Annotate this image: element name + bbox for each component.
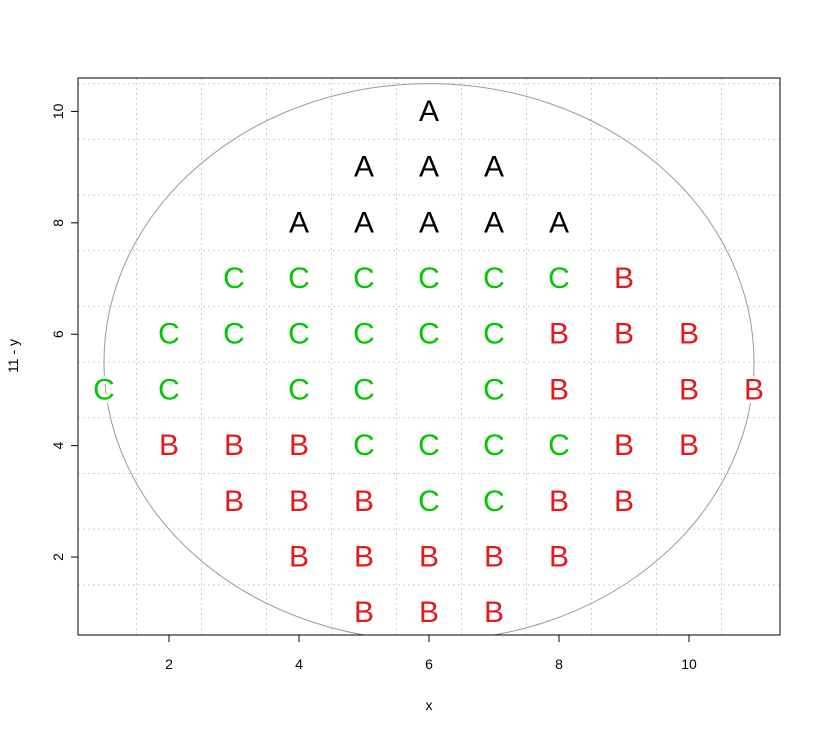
y-tick-label: 6 <box>50 330 66 338</box>
point-label-c: C <box>288 318 310 351</box>
point-label-c: C <box>223 262 245 295</box>
point-label-c: C <box>548 262 570 295</box>
point-label-a: A <box>419 206 439 239</box>
point-label-b: B <box>159 429 179 462</box>
point-label-b: B <box>549 318 569 351</box>
point-label-a: A <box>484 206 504 239</box>
circle-outline-path <box>103 83 755 635</box>
point-label-c: C <box>158 318 180 351</box>
point-label-b: B <box>614 485 634 518</box>
point-label-b: B <box>224 429 244 462</box>
point-label-a: A <box>419 95 439 128</box>
y-tick-label: 8 <box>50 219 66 227</box>
point-label-b: B <box>744 373 764 406</box>
point-label-b: B <box>419 596 439 629</box>
point-label-c: C <box>418 485 440 518</box>
point-label-b: B <box>679 429 699 462</box>
y-axis-title: 11 - y <box>5 339 21 373</box>
point-label-b: B <box>549 485 569 518</box>
point-label-b: B <box>549 541 569 574</box>
point-label-b: B <box>354 541 374 574</box>
point-label-b: B <box>484 541 504 574</box>
point-label-a: A <box>354 206 374 239</box>
x-axis: 2 4 6 8 10 <box>165 635 697 672</box>
point-label-a: A <box>549 206 569 239</box>
point-label-c: C <box>418 318 440 351</box>
point-label-b: B <box>289 429 309 462</box>
x-tick-label: 10 <box>681 656 697 672</box>
point-label-c: C <box>223 318 245 351</box>
point-label-c: C <box>483 485 505 518</box>
point-label-a: A <box>289 206 309 239</box>
point-label-c: C <box>353 318 375 351</box>
point-label-c: C <box>483 318 505 351</box>
point-label-b: B <box>419 541 439 574</box>
y-tick-label: 2 <box>50 553 66 561</box>
point-label-c: C <box>353 262 375 295</box>
point-label-b: B <box>224 485 244 518</box>
point-label-b: B <box>679 373 699 406</box>
y-tick-label: 10 <box>50 103 66 119</box>
point-label-b: B <box>289 541 309 574</box>
circle-outline <box>103 83 755 635</box>
point-label-b: B <box>484 596 504 629</box>
point-label-c: C <box>548 429 570 462</box>
point-label-b: B <box>679 318 699 351</box>
point-label-b: B <box>614 262 634 295</box>
point-label-a: A <box>419 151 439 184</box>
y-tick-label: 4 <box>50 442 66 450</box>
point-label-c: C <box>288 262 310 295</box>
point-label-b: B <box>614 318 634 351</box>
point-label-c: C <box>418 429 440 462</box>
grid <box>78 78 780 635</box>
point-label-b: B <box>289 485 309 518</box>
point-label-c: C <box>483 262 505 295</box>
point-label-b: B <box>354 596 374 629</box>
point-label-b: B <box>614 429 634 462</box>
point-labels: AA A AA A A A AC C C C C C BC C C C C C B B BC C C C C B B BB B B C C C C… <box>90 92 767 632</box>
point-label-c: C <box>483 373 505 406</box>
point-label-b: B <box>549 373 569 406</box>
point-label-a: A <box>354 151 374 184</box>
point-label-c: C <box>288 373 310 406</box>
point-label-c: C <box>93 373 115 406</box>
x-tick-label: 6 <box>425 656 433 672</box>
x-tick-label: 4 <box>295 656 303 672</box>
point-label-c: C <box>158 373 180 406</box>
point-label-a: A <box>484 151 504 184</box>
point-label-c: C <box>483 429 505 462</box>
point-label-c: C <box>353 373 375 406</box>
x-tick-label: 2 <box>165 656 173 672</box>
y-axis: 2 4 6 8 10 <box>50 103 78 561</box>
x-tick-label: 8 <box>555 656 563 672</box>
x-axis-title: x <box>426 697 433 713</box>
point-label-c: C <box>418 262 440 295</box>
point-label-c: C <box>353 429 375 462</box>
point-label-b: B <box>354 485 374 518</box>
